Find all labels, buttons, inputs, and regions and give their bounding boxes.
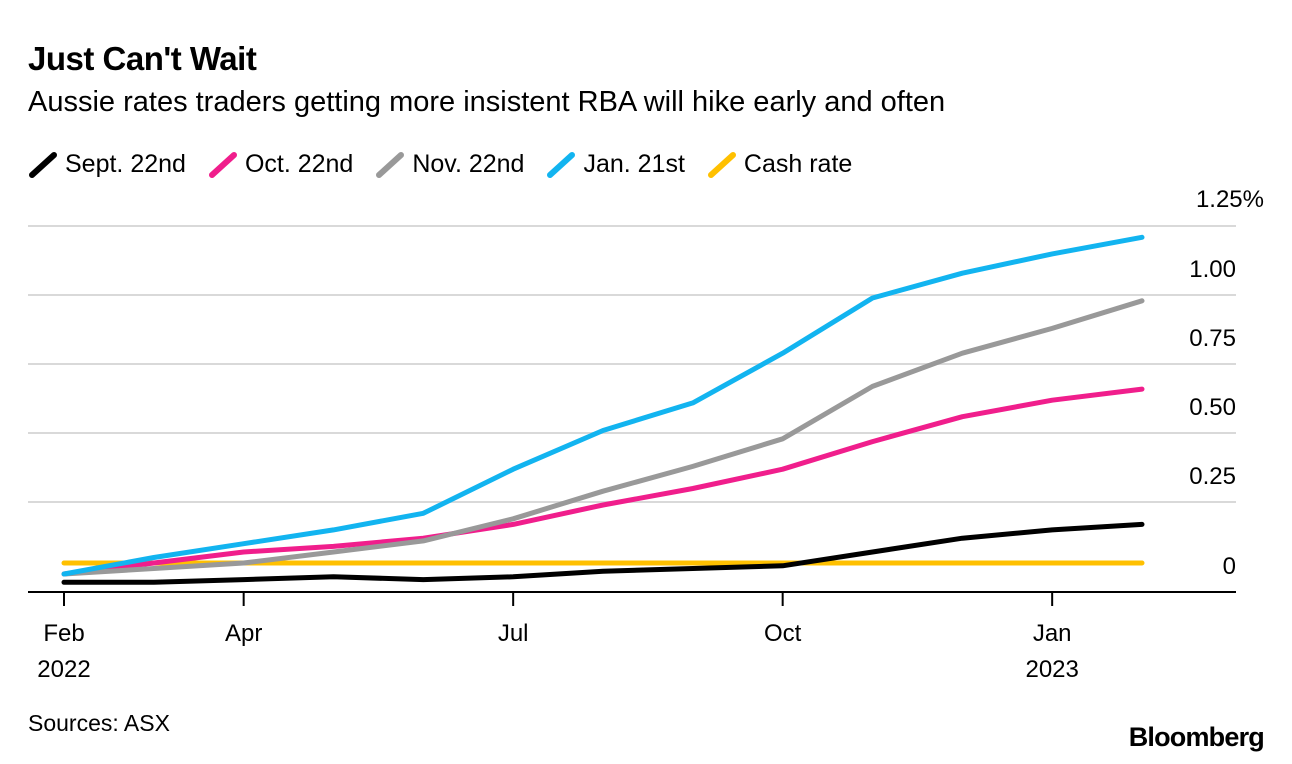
legend-swatch-icon bbox=[208, 152, 237, 178]
x-tick-label-0: Feb bbox=[43, 620, 84, 647]
x-year-label-0: 2022 bbox=[37, 656, 90, 683]
legend-label: Sept. 22nd bbox=[65, 149, 186, 178]
legend-item-0: Sept. 22nd bbox=[28, 149, 186, 179]
legend-item-1: Oct. 22nd bbox=[208, 149, 353, 179]
legend-label: Nov. 22nd bbox=[412, 149, 525, 178]
legend-label: Oct. 22nd bbox=[244, 149, 354, 178]
legend-item-3: Jan. 21st bbox=[546, 149, 685, 179]
y-tick-label-3: 0.75 bbox=[1189, 325, 1236, 352]
legend-swatch-icon bbox=[376, 152, 405, 178]
y-tick-label-4: 1.00 bbox=[1189, 256, 1236, 283]
x-tick-label-2: Jul bbox=[498, 620, 529, 647]
legend-swatch-icon bbox=[707, 152, 736, 178]
bloomberg-logo: Bloomberg bbox=[1128, 722, 1265, 752]
series-line-nov-22nd bbox=[61, 298, 1145, 577]
y-tick-label-2: 0.50 bbox=[1189, 394, 1236, 421]
legend-item-2: Nov. 22nd bbox=[375, 149, 524, 179]
legend-label: Cash rate bbox=[743, 149, 853, 178]
y-tick-label-1: 0.25 bbox=[1189, 463, 1236, 490]
series-line-oct-22nd bbox=[61, 386, 1145, 577]
series-line-jan-21st bbox=[61, 234, 1145, 577]
source-note: Sources: ASX bbox=[28, 710, 170, 736]
y-tick-label-5: 1.25% bbox=[1196, 186, 1264, 213]
legend-swatch-icon bbox=[29, 152, 57, 178]
legend-item-4: Cash rate bbox=[707, 149, 852, 179]
x-tick-label-3: Oct bbox=[764, 620, 802, 647]
legend: Sept. 22nd Oct. 22nd Nov. 22nd Jan. 21st Cas… bbox=[28, 146, 874, 182]
x-year-label-4: 2023 bbox=[1025, 656, 1078, 683]
legend-swatch-icon bbox=[547, 152, 576, 178]
x-tick-label-4: Jan bbox=[1033, 620, 1072, 647]
legend-label: Jan. 21st bbox=[583, 149, 685, 178]
series-line-sept-22nd bbox=[61, 521, 1145, 585]
chart-subtitle: Aussie rates traders getting more insist… bbox=[28, 86, 946, 118]
y-tick-label-0: 0 bbox=[1223, 553, 1236, 580]
chart-title: Just Can't Wait bbox=[28, 40, 257, 77]
x-tick-label-1: Apr bbox=[225, 620, 262, 647]
